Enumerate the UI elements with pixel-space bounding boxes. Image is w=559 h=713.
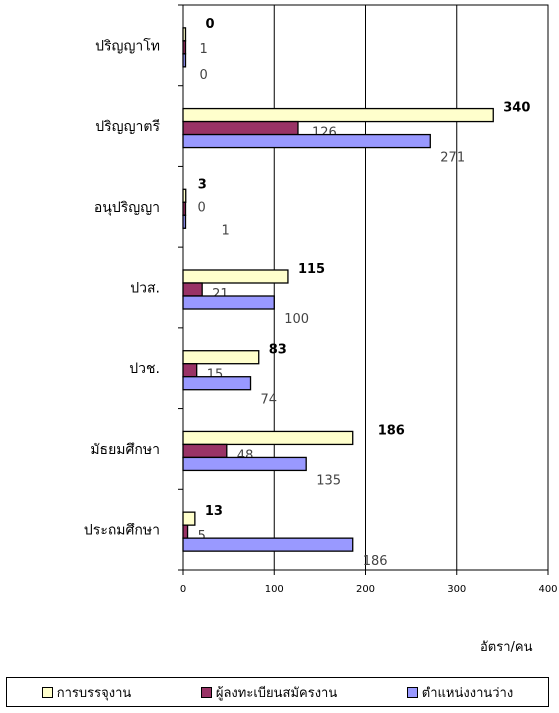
bar-5-0 bbox=[182, 430, 354, 446]
legend-item-vacancies: ตำแหน่งงานว่าง bbox=[406, 682, 514, 703]
category-label-4: ปวช. bbox=[129, 361, 160, 377]
x-axis-unit-label: อัตรา/คน bbox=[480, 640, 533, 655]
bar-5-1 bbox=[182, 443, 228, 459]
data-label-6-0: 13 bbox=[205, 504, 223, 519]
data-label-2-2: 1 bbox=[222, 223, 230, 238]
legend-label-vacancies: ตำแหน่งงานว่าง bbox=[421, 685, 514, 701]
data-label-5-2: 135 bbox=[316, 473, 341, 488]
bar-3-2 bbox=[182, 295, 275, 310]
bar-0-0 bbox=[182, 27, 187, 42]
data-label-5-0: 186 bbox=[378, 423, 405, 438]
category-label-1: ปริญญาตรี bbox=[95, 119, 160, 135]
bar-4-0 bbox=[182, 350, 260, 365]
bar-3-0 bbox=[182, 269, 289, 284]
bar-0-1 bbox=[182, 40, 187, 55]
data-label-0-2: 0 bbox=[200, 68, 208, 83]
category-label-0: ปริญญาโท bbox=[95, 37, 160, 54]
data-label-6-2: 186 bbox=[363, 554, 388, 569]
x-tick-label-100: 100 bbox=[265, 584, 284, 595]
data-label-1-2: 271 bbox=[440, 151, 465, 166]
legend-label-registered: ผู้ลงทะเบียนสมัครงาน bbox=[215, 685, 338, 701]
bar-6-0 bbox=[182, 511, 196, 526]
legend-item-placement: การบรรจุงาน bbox=[41, 682, 132, 703]
legend-swatch-placement bbox=[41, 686, 53, 698]
bar-4-1 bbox=[182, 363, 198, 378]
data-label-2-1: 0 bbox=[198, 200, 206, 215]
bar-1-1 bbox=[182, 120, 299, 136]
bar-0-2 bbox=[182, 53, 187, 68]
bar-1-2 bbox=[182, 133, 431, 149]
data-label-1-0: 340 bbox=[503, 101, 530, 116]
data-label-3-2: 100 bbox=[284, 312, 309, 327]
category-label-3: ปวส. bbox=[130, 281, 160, 297]
data-label-3-0: 115 bbox=[298, 262, 325, 277]
bar-5-2 bbox=[182, 456, 307, 472]
data-label-2-0: 3 bbox=[198, 177, 207, 192]
bar-chart: 0 100 200 300 400ปริญญาโท010ปริญญาตรี3401262… bbox=[84, 4, 558, 595]
bar-2-1 bbox=[182, 201, 187, 216]
bar-2-2 bbox=[182, 214, 187, 229]
x-tick-label-200: 200 bbox=[356, 584, 375, 595]
bar-3-1 bbox=[182, 282, 203, 297]
category-label-2: อนุปริญญา bbox=[94, 200, 160, 216]
x-tick-label-400: 400 bbox=[538, 584, 557, 595]
data-label-0-1: 1 bbox=[200, 42, 208, 57]
bar-2-0 bbox=[182, 188, 187, 203]
legend: การบรรจุงาน ผู้ลงทะเบียนสมัครงาน ตำแหน่ง… bbox=[6, 677, 549, 707]
data-label-4-2: 74 bbox=[261, 393, 278, 408]
category-label-5: มัธยมศึกษา bbox=[90, 442, 160, 458]
category-label-6: ประถมศึกษา bbox=[84, 523, 160, 539]
data-label-4-0: 83 bbox=[269, 343, 287, 358]
bar-1-0 bbox=[182, 107, 494, 123]
x-tick-label-0: 0 bbox=[180, 584, 186, 595]
legend-item-registered: ผู้ลงทะเบียนสมัครงาน bbox=[200, 682, 338, 703]
legend-label-placement: การบรรจุงาน bbox=[56, 685, 132, 701]
legend-swatch-registered bbox=[200, 686, 212, 698]
bar-6-2 bbox=[182, 537, 354, 552]
bar-6-1 bbox=[182, 524, 189, 539]
data-label-6-1: 5 bbox=[198, 529, 206, 544]
bar-4-2 bbox=[182, 376, 252, 391]
legend-swatch-vacancies bbox=[406, 686, 418, 698]
data-label-0-0: 0 bbox=[206, 17, 215, 32]
x-tick-label-300: 300 bbox=[447, 584, 466, 595]
